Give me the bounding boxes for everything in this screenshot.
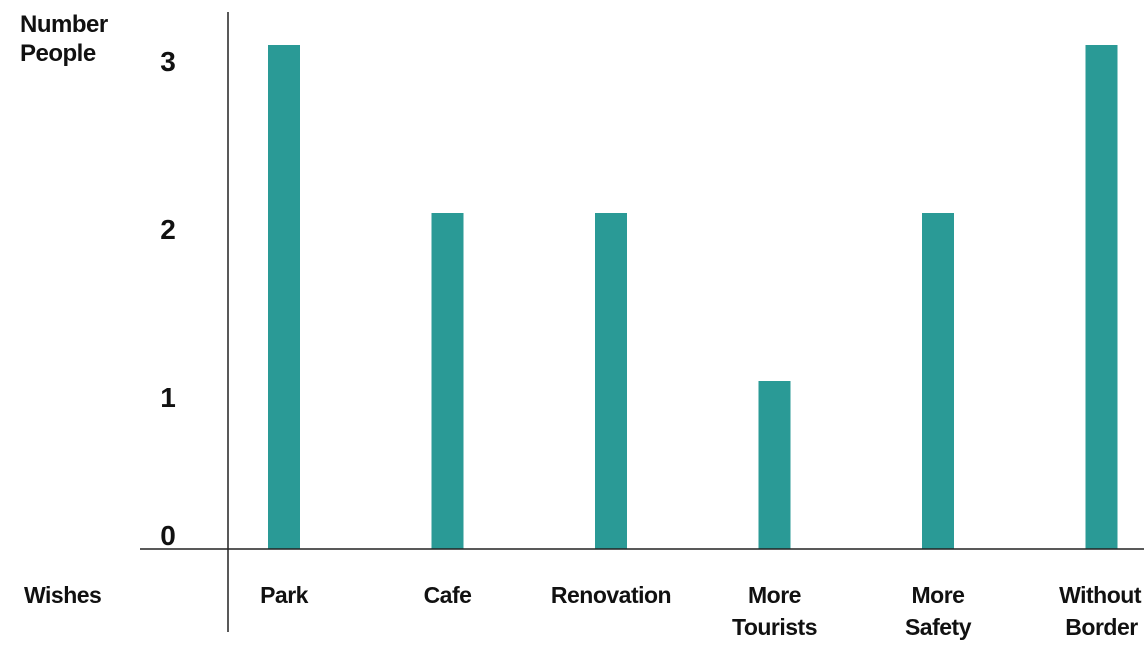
x-tick-label: More [748, 582, 801, 608]
bar [595, 213, 627, 549]
x-axis-label-text: Wishes [24, 582, 101, 608]
x-tick-label: More [912, 582, 965, 608]
y-axis-ticks: 0 1 2 3 [160, 46, 176, 551]
y-tick-label: 1 [160, 382, 176, 413]
bar [758, 381, 791, 549]
bar [922, 213, 954, 549]
y-tick-label: 0 [160, 520, 176, 551]
bars [268, 45, 1118, 549]
x-axis-label: Wishes [24, 582, 102, 608]
x-tick-label: Renovation [551, 582, 671, 608]
x-tick-label: Border [1065, 614, 1138, 640]
x-tick-label: Park [260, 582, 309, 608]
y-tick-label: 3 [160, 46, 176, 77]
x-tick-label: Safety [905, 614, 972, 640]
x-axis-ticks: Park Cafe Renovation More Tourists More Safety… [260, 582, 1142, 640]
y-tick-label: 2 [160, 214, 176, 245]
bar [431, 213, 464, 549]
bar [268, 45, 300, 549]
x-tick-label: Without [1059, 582, 1142, 608]
y-axis-label-line: Number [20, 11, 108, 38]
y-axis-label-line: People [20, 40, 96, 67]
x-tick-label: Cafe [424, 582, 472, 608]
bar [1085, 45, 1118, 549]
x-tick-label: Tourists [732, 614, 817, 640]
